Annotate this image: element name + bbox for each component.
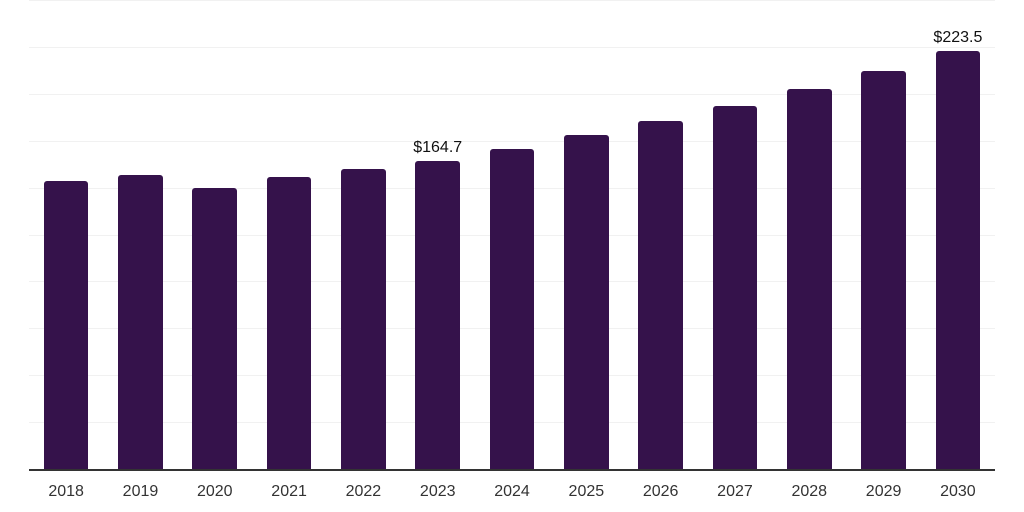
bar-2018[interactable]: [43, 181, 89, 470]
bar-slot-2029: [846, 1, 920, 470]
x-tick-label-2028: 2028: [791, 483, 828, 500]
x-tick-label-2023: 2023: [419, 483, 456, 500]
x-tick-label-2021: 2021: [271, 483, 307, 500]
bar-slot-2024: [475, 1, 549, 470]
bar-slot-2023: $164.7: [401, 1, 475, 470]
x-tick-label-2020: 2020: [196, 483, 233, 500]
bar-2023[interactable]: $164.7: [413, 139, 462, 470]
bar-2021[interactable]: [266, 176, 312, 470]
bar-slot-2026: [624, 1, 698, 470]
plot-area: $164.7 $223.5: [29, 0, 995, 471]
bar-slot-2030: $223.5: [921, 1, 995, 470]
gridline: [29, 140, 995, 142]
data-label-2030: $223.5: [933, 29, 983, 47]
bar-slot-2019: [103, 1, 177, 470]
gridline: [29, 46, 995, 48]
data-label-2023: $164.7: [413, 139, 463, 157]
bar-slot-2020: [178, 1, 252, 470]
bar-slot-2021: [252, 1, 326, 470]
x-tick-label-2029: 2029: [865, 483, 902, 500]
bar-slot-2018: [29, 1, 103, 470]
bar-slot-2025: [549, 1, 623, 470]
x-tick-label-2025: 2025: [568, 483, 605, 500]
x-tick-label-2024: 2024: [494, 483, 530, 500]
bar-2025[interactable]: [564, 134, 609, 470]
x-tick-label-2026: 2026: [642, 483, 679, 500]
bar-2028[interactable]: [786, 89, 832, 470]
gridline: [29, 0, 995, 1]
bar-slot-2027: [698, 1, 772, 470]
x-tick-label-2030: 2030: [940, 483, 976, 500]
bar-2029[interactable]: [861, 70, 906, 470]
bar-2020[interactable]: [192, 187, 238, 470]
bar-2026[interactable]: [638, 120, 683, 470]
bar-2030[interactable]: $223.5: [933, 29, 982, 470]
bar-2022[interactable]: [341, 169, 386, 470]
x-tick-label-2019: 2019: [122, 483, 159, 500]
bar-series: $164.7 $223.5: [29, 1, 995, 470]
bar-slot-2022: [326, 1, 400, 470]
bar-slot-2028: [772, 1, 846, 470]
x-tick-label-2027: 2027: [717, 483, 753, 500]
bar-2027[interactable]: [712, 106, 758, 470]
x-tick-label-2022: 2022: [345, 483, 382, 500]
bar-2024[interactable]: [489, 149, 535, 470]
x-tick-label-2018: 2018: [48, 483, 84, 500]
x-axis-line: [29, 469, 995, 471]
gridline: [29, 93, 995, 95]
x-axis-labels: 2018 2019 2020 2021 2022 2023 2024 2025 2026 2027…: [29, 482, 995, 502]
bar-2019[interactable]: [118, 175, 163, 470]
